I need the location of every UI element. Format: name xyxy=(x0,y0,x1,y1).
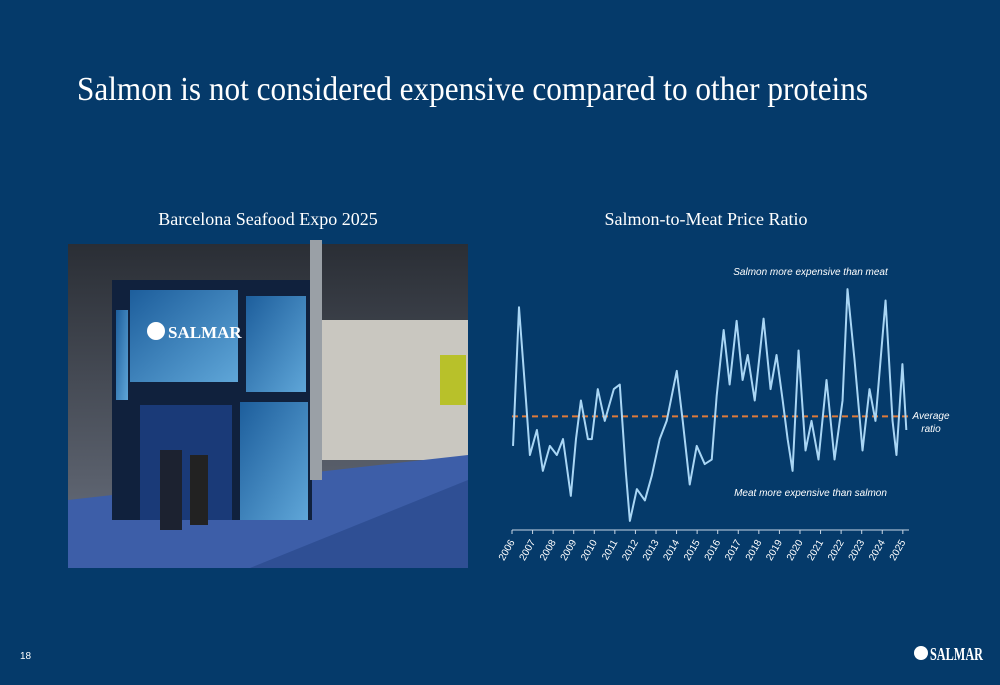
annotation-bottom: Meat more expensive than salmon xyxy=(734,488,887,499)
chart-title: Salmon-to-Meat Price Ratio xyxy=(605,209,808,229)
logo: SALMAR xyxy=(930,644,984,664)
average-label: Average xyxy=(911,411,950,422)
photo-sign: SALMAR xyxy=(168,323,242,342)
annotation-top: Salmon more expensive than meat xyxy=(733,267,889,278)
ratio-line xyxy=(512,288,908,522)
photo: SALMAR xyxy=(68,240,468,568)
page-number: 18 xyxy=(20,651,32,662)
average-label: ratio xyxy=(921,424,941,435)
photo-caption: Barcelona Seafood Expo 2025 xyxy=(158,209,377,229)
slide-title: Salmon is not considered expensive compa… xyxy=(77,71,868,108)
logo-icon xyxy=(914,646,928,660)
